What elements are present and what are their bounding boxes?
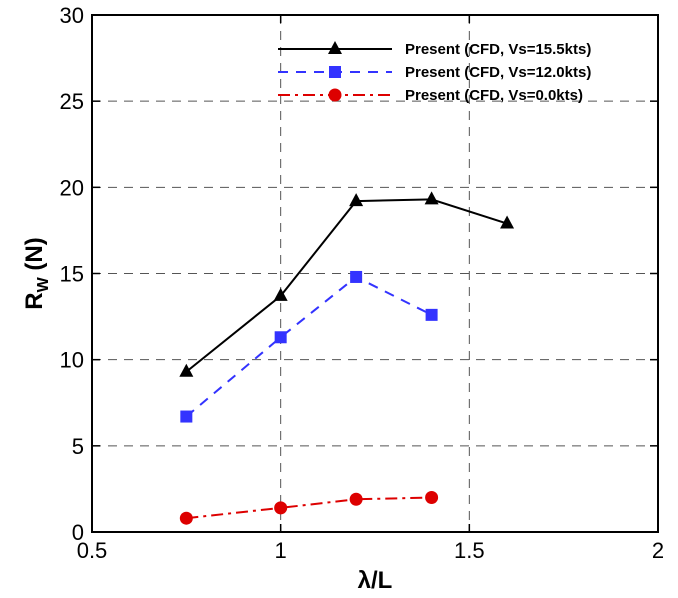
x-tick-label: 1.5 <box>454 538 485 563</box>
series-2 <box>180 270 438 423</box>
data-point <box>425 308 438 321</box>
series-line <box>186 496 432 520</box>
data-point <box>179 511 193 525</box>
legend-marker <box>328 88 342 102</box>
legend-marker <box>328 41 342 54</box>
x-tick-label: 1 <box>275 538 287 563</box>
series-layer <box>179 191 515 525</box>
y-tick-label: 10 <box>60 348 84 373</box>
series-1 <box>179 191 515 377</box>
y-axis-title-main: R <box>21 292 48 309</box>
y-tick-label: 20 <box>60 175 84 200</box>
data-point <box>349 492 363 506</box>
x-tick-label: 0.5 <box>77 538 108 563</box>
y-tick-label: 5 <box>72 434 84 459</box>
data-point <box>274 501 288 515</box>
legend-label: Present (CFD, Vs=15.5kts) <box>405 41 591 58</box>
legend: Present (CFD, Vs=15.5kts) Present (CFD, V… <box>278 41 591 104</box>
x-axis-title: λ/L <box>358 567 393 594</box>
data-point <box>179 363 194 377</box>
y-tick-label: 15 <box>60 262 84 287</box>
axis-ticks: 0 5 10 15 20 25 30 0.5 1 1.5 2 <box>60 3 665 563</box>
series-line <box>185 275 433 418</box>
legend-item: Present (CFD, Vs=12.0kts) <box>278 64 591 81</box>
data-point <box>500 215 515 229</box>
data-point <box>425 491 439 505</box>
x-tick-label: 2 <box>652 538 664 563</box>
legend-label: Present (CFD, Vs=12.0kts) <box>405 64 591 81</box>
data-point <box>424 191 439 205</box>
legend-item: Present (CFD, Vs=15.5kts) <box>278 41 591 58</box>
data-point <box>273 287 288 301</box>
data-point <box>180 410 193 423</box>
data-point <box>350 270 363 283</box>
data-point <box>349 193 364 207</box>
y-axis-title-subscript: W <box>35 276 52 292</box>
y-axis-title-unit: (N) <box>21 237 48 277</box>
y-tick-label: 0 <box>72 520 84 545</box>
y-axis-title: RW (N) <box>21 237 52 309</box>
legend-marker <box>329 66 341 78</box>
grid-lines <box>92 15 658 532</box>
data-point <box>274 331 287 344</box>
series-3 <box>179 491 439 525</box>
legend-item: Present (CFD, Vs=0.0kts) <box>278 87 583 104</box>
legend-label: Present (CFD, Vs=0.0kts) <box>405 87 583 104</box>
y-tick-label: 25 <box>60 89 84 114</box>
y-tick-label: 30 <box>60 3 84 28</box>
